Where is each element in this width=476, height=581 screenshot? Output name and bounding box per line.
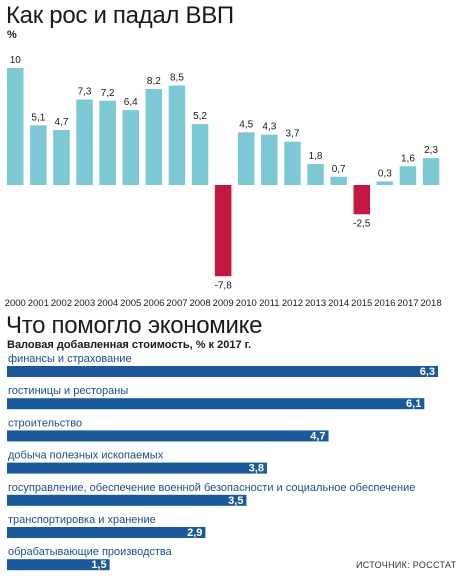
year-tick-label: 2012 — [282, 298, 303, 309]
year-tick-label: 2004 — [97, 298, 118, 309]
gdp-value-label: 4,7 — [54, 117, 68, 128]
gdp-bar-2004 — [99, 100, 116, 185]
gdp-bar-2014 — [330, 176, 347, 185]
gdp-value-label: 0,7 — [332, 164, 346, 175]
year-tick-label: 2006 — [143, 298, 164, 309]
sector-value-label: 1,5 — [91, 559, 106, 571]
year-tick-label: 2009 — [213, 298, 234, 309]
gdp-value-label: 1,8 — [309, 151, 323, 162]
gdp-bar-chart: 10 2000 5,1 2001 4,7 2002 7,3 2003 7,2 2004 6,4 200… — [5, 55, 442, 309]
sector-bar — [7, 527, 206, 538]
gdp-bar-2017 — [399, 166, 417, 185]
source-note: ИСТОЧНИК: РОССТАТ — [356, 560, 457, 570]
year-tick-label: 2002 — [51, 298, 72, 309]
gdp-bar-2015 — [353, 185, 370, 215]
year-tick-label: 2013 — [305, 298, 326, 309]
gdp-value-label: 5,2 — [193, 111, 207, 122]
gdp-value-label: 0,3 — [378, 168, 392, 179]
sector-label: финансы и страхование — [8, 353, 132, 365]
chart-subtitle-economy: Валовая добавленная стоимость, % к 2017 … — [7, 339, 252, 351]
gdp-value-label: -7,8 — [215, 280, 233, 291]
gdp-value-label: 5,1 — [31, 112, 45, 123]
year-tick-label: 2003 — [74, 298, 95, 309]
year-tick-label: 2007 — [166, 298, 187, 309]
gdp-bar-2011 — [261, 134, 278, 185]
gdp-bar-2016 — [376, 181, 394, 185]
sector-label: госуправление, обеспечение военной безоп… — [8, 482, 415, 494]
sector-label: транспортировка и хранение — [8, 514, 156, 526]
gdp-bar-2006 — [145, 89, 163, 185]
gdp-value-label: 1,6 — [401, 153, 415, 164]
gdp-value-label: 10 — [10, 55, 22, 66]
year-tick-label: 2005 — [120, 298, 141, 309]
sector-bar — [7, 559, 110, 571]
gdp-bar-2009 — [214, 185, 232, 277]
sector-label: обрабатывающие производства — [8, 546, 173, 558]
gdp-value-label: 4,3 — [262, 122, 276, 133]
gdp-bar-2012 — [284, 141, 301, 185]
sector-value-label: 2,9 — [187, 527, 202, 539]
sector-value-label: 3,8 — [249, 463, 264, 475]
year-tick-label: 2014 — [328, 298, 349, 309]
gdp-value-label: 8,2 — [147, 76, 161, 87]
gdp-bar-2003 — [76, 99, 93, 185]
year-tick-label: 2016 — [374, 298, 395, 309]
y-unit-label: % — [7, 29, 17, 41]
sector-label: добыча полезных ископаемых — [8, 450, 164, 462]
gdp-value-label: 3,7 — [285, 129, 299, 140]
year-tick-label: 2018 — [420, 298, 441, 309]
sector-bar — [7, 366, 438, 377]
sector-label: гостиницы и рестораны — [8, 385, 128, 397]
gdp-bar-2002 — [53, 130, 70, 185]
gdp-bar-2013 — [307, 163, 324, 185]
gdp-value-label: 2,3 — [424, 145, 438, 156]
gdp-value-label: 7,3 — [78, 87, 92, 98]
sector-bar — [7, 494, 247, 506]
chart-title-gdp: Как рос и падал ВВП — [6, 2, 234, 29]
year-tick-label: 2000 — [5, 298, 26, 309]
gdp-bar-2010 — [238, 132, 255, 185]
gdp-bar-2000 — [7, 68, 24, 185]
year-tick-label: 2001 — [28, 298, 49, 309]
year-tick-label: 2008 — [189, 298, 210, 309]
year-tick-label: 2010 — [236, 298, 257, 309]
sector-value-label: 3,5 — [228, 495, 243, 507]
year-tick-label: 2015 — [351, 298, 372, 309]
gdp-value-label: 7,2 — [101, 88, 115, 99]
year-tick-label: 2017 — [397, 298, 418, 309]
sector-value-label: 6,3 — [420, 366, 435, 378]
gdp-value-label: -2,5 — [353, 218, 371, 229]
sector-bar — [7, 462, 267, 474]
year-tick-label: 2011 — [259, 298, 279, 309]
sector-bar — [7, 398, 425, 410]
gdp-value-label: 8,5 — [170, 73, 184, 84]
sector-bar — [7, 430, 329, 442]
gdp-bar-2008 — [191, 124, 209, 185]
gdp-bar-2001 — [30, 125, 47, 185]
sector-value-label: 6,1 — [406, 398, 421, 410]
gdp-value-label: 4,5 — [239, 119, 253, 130]
gdp-bar-2005 — [122, 110, 139, 185]
gdp-bar-2018 — [422, 158, 440, 185]
chart-title-economy: Что помогло экономике — [6, 312, 263, 339]
sector-label: строительство — [8, 417, 82, 429]
gdp-value-label: 6,4 — [124, 97, 138, 108]
gdp-bar-2007 — [168, 85, 186, 185]
sector-value-label: 4,7 — [310, 430, 325, 442]
